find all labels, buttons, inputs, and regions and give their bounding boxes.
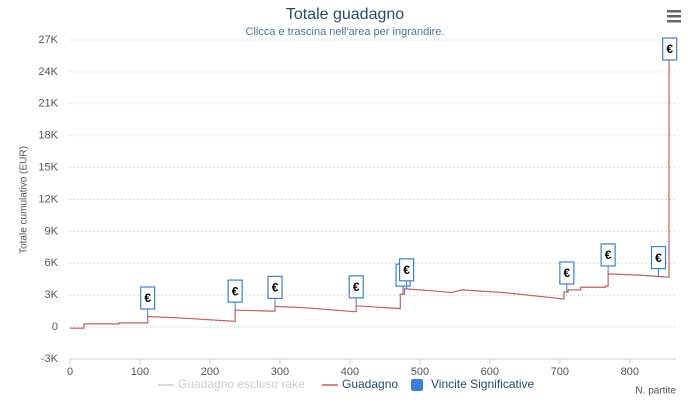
flag[interactable]: € <box>662 37 678 61</box>
x-tick-label: 500 <box>411 366 429 378</box>
y-tick-label: -3K <box>41 353 59 365</box>
legend-symbol <box>411 379 423 391</box>
x-axis-title: N. partite <box>635 386 676 397</box>
y-tick-label: 21K <box>38 98 58 110</box>
y-tick-label: 15K <box>38 162 58 174</box>
flag-text: € <box>605 248 612 262</box>
flag-box <box>559 261 575 285</box>
menu-bar <box>667 15 681 18</box>
legend-item[interactable]: Vincite Significative <box>411 377 534 391</box>
flag-box <box>348 275 364 299</box>
flag[interactable]: € <box>398 258 415 289</box>
flag[interactable]: € <box>267 275 283 307</box>
line <box>70 50 676 329</box>
legend-label: Guadagno escluso rake <box>178 377 305 391</box>
flag-box <box>267 275 283 299</box>
flag-box <box>227 279 243 303</box>
menu-button[interactable] <box>667 10 681 23</box>
flag-text: € <box>353 280 360 294</box>
y-tick-label: 27K <box>38 34 58 46</box>
x-tick-label: 200 <box>201 366 219 378</box>
y-tick-label: 3K <box>45 289 59 301</box>
y-tick-label: 0 <box>52 321 58 333</box>
flag-text: € <box>144 291 151 305</box>
menu-bar <box>667 20 681 23</box>
x-tick-label: 700 <box>551 366 569 378</box>
y-axis-title: Totale cumulativo (EUR) <box>19 146 30 254</box>
flag-box <box>140 286 156 310</box>
menu-bar <box>667 10 681 13</box>
flag[interactable]: € <box>140 286 156 317</box>
flag[interactable]: € <box>650 245 667 277</box>
x-tick-label: 400 <box>341 366 359 378</box>
x-tick-label: 300 <box>271 366 289 378</box>
flag-box <box>662 37 678 61</box>
x-tick-label: 800 <box>621 366 639 378</box>
y-tick-label: 18K <box>38 130 58 142</box>
y-tick-label: 6K <box>45 257 59 269</box>
flag-box <box>600 243 616 267</box>
legend-label: Guadagno <box>342 377 398 391</box>
flag[interactable]: € <box>600 243 616 274</box>
flag[interactable]: € <box>348 275 364 306</box>
flag-text: € <box>403 263 410 277</box>
flag-text: € <box>272 281 279 295</box>
legend-item[interactable]: Guadagno escluso rake <box>158 377 305 391</box>
x-tick-label: 0 <box>67 366 73 378</box>
chart-subtitle: Clicca e trascina nell'area per ingrandi… <box>246 26 445 38</box>
x-tick-label: 100 <box>131 366 149 378</box>
x-tick-label: 600 <box>481 366 499 378</box>
legend-label: Vincite Significative <box>431 377 534 391</box>
flag-text: € <box>232 284 239 298</box>
flag[interactable]: € <box>227 279 243 311</box>
flag-box <box>650 245 667 270</box>
y-tick-label: 9K <box>45 225 59 237</box>
flag-text: € <box>655 251 662 265</box>
y-tick-label: 12K <box>38 193 58 205</box>
y-tick-label: 24K <box>38 66 58 78</box>
chart-title: Totale guadagno <box>286 6 404 23</box>
flag-text: € <box>666 42 673 56</box>
flag-text: € <box>563 266 570 280</box>
flag-box <box>398 258 415 282</box>
legend-item[interactable]: Guadagno <box>322 377 398 391</box>
flag[interactable]: € <box>559 261 575 293</box>
